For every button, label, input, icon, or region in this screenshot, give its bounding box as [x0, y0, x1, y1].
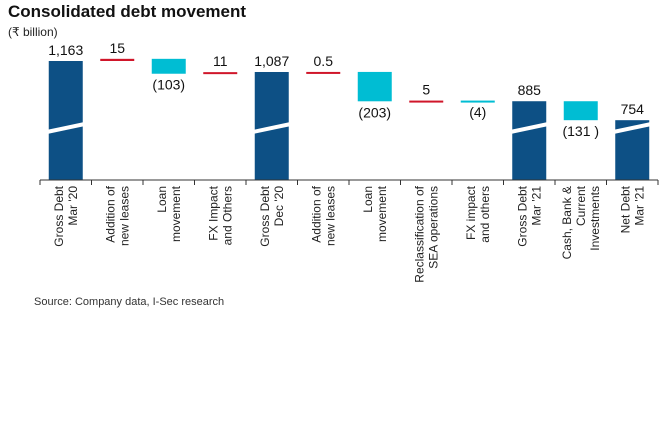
data-label: 11 — [213, 53, 228, 69]
category-label: Addition ofnew leases — [103, 185, 131, 246]
source-note: Source: Company data, I-Sec research — [34, 296, 225, 308]
bar-total — [512, 101, 547, 180]
bar-decrease — [151, 58, 186, 74]
unit-label: (₹ billion) — [8, 25, 58, 39]
category-label: Gross DebtDec '20 — [258, 185, 286, 246]
category-label-line: and others — [478, 186, 492, 243]
category-label-line: new leases — [117, 186, 131, 246]
category-label-line: Gross Debt — [258, 185, 272, 246]
category-label: FX impactand others — [464, 185, 492, 242]
category-label-line: Cash, Bank & — [560, 186, 574, 259]
category-label: Gross DebtMar '21 — [515, 185, 543, 246]
category-label-line: SEA operations — [426, 186, 440, 269]
bar-decrease — [460, 100, 495, 103]
category-label-line: Mar '20 — [66, 186, 80, 226]
category-label-line: and Others — [220, 186, 234, 245]
category-label: Loanmovement — [155, 185, 183, 242]
category-label-line: Dec '20 — [272, 186, 286, 227]
data-label: (4) — [469, 104, 486, 120]
bar-decrease — [357, 71, 392, 102]
axis-break-mark — [46, 122, 86, 134]
category-label-line: movement — [169, 185, 183, 242]
category-label: Addition ofnew leases — [309, 185, 337, 246]
axis-break-mark — [252, 122, 292, 134]
category-label-line: new leases — [323, 186, 337, 246]
bar-total — [48, 61, 83, 180]
category-label: Cash, Bank &CurrentInvestments — [560, 185, 602, 259]
category-label-line: Gross Debt — [52, 185, 66, 246]
category-label: Gross DebtMar '20 — [52, 185, 80, 246]
category-label-line: FX Impact — [206, 185, 220, 240]
category-label-line: Addition of — [103, 185, 117, 242]
category-label-line: Addition of — [309, 185, 323, 242]
bar-increase — [203, 72, 238, 75]
bar-increase — [100, 58, 135, 61]
data-label: 1,163 — [48, 42, 83, 58]
category-label: Net DebtMar '21 — [618, 185, 646, 233]
data-label: 754 — [621, 101, 645, 117]
category-label: Loanmovement — [361, 185, 389, 242]
category-label-line: Gross Debt — [515, 185, 529, 246]
category-label-line: Loan — [155, 186, 169, 213]
category-label-line: Current — [574, 185, 588, 226]
data-label: (103) — [152, 77, 185, 93]
category-label-line: Loan — [361, 186, 375, 213]
data-label: 885 — [518, 82, 542, 98]
category-label-line: Mar '21 — [529, 186, 543, 226]
category-label: FX Impactand Others — [206, 185, 234, 245]
data-label: 1,087 — [254, 53, 289, 69]
category-label: Reclassification ofSEA operations — [412, 185, 440, 282]
axis-break-mark — [612, 122, 652, 134]
axis-break-mark — [509, 122, 549, 134]
data-label: 0.5 — [314, 53, 334, 69]
bar-increase — [306, 71, 341, 74]
category-label-line: Reclassification of — [412, 185, 426, 282]
data-label: (131 ) — [562, 123, 599, 139]
data-label: 5 — [422, 82, 430, 98]
category-label-line: Mar '21 — [632, 186, 646, 226]
bar-increase — [409, 100, 444, 103]
data-label: 15 — [109, 40, 125, 56]
category-label-line: Investments — [588, 186, 602, 251]
category-label-line: Net Debt — [618, 185, 632, 233]
bar-decrease — [563, 101, 598, 121]
category-label-line: FX impact — [464, 185, 478, 240]
category-label-line: movement — [375, 185, 389, 242]
data-label: (203) — [358, 104, 391, 120]
chart-title: Consolidated debt movement — [8, 2, 247, 21]
